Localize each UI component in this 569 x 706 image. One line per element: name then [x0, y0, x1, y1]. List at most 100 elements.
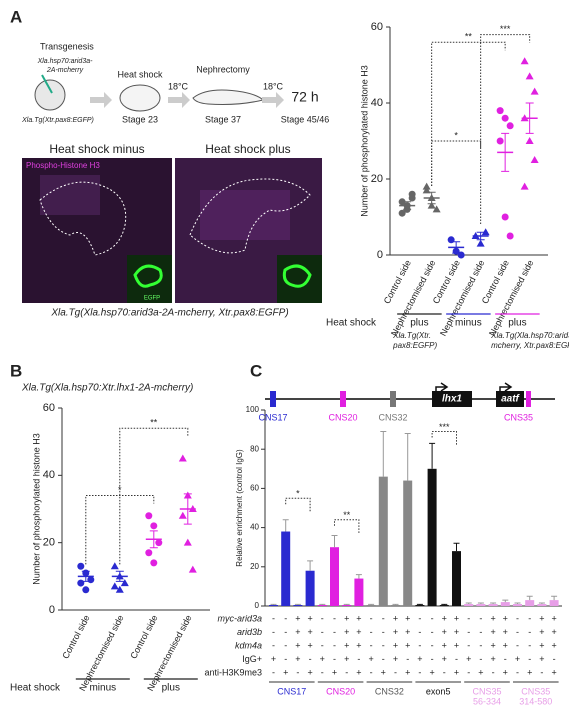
condition-sign: - [492, 667, 495, 677]
y-tick-label: 40 [250, 523, 259, 532]
y-tick-label: 0 [255, 601, 260, 610]
condition-sign: + [356, 627, 361, 637]
label: Stage 37 [205, 114, 241, 124]
condition-sign: + [393, 627, 398, 637]
condition-sign: - [418, 613, 421, 623]
data-point [150, 522, 158, 530]
sem-bar [149, 530, 158, 549]
significance-label: * [118, 485, 122, 495]
bar [500, 602, 510, 606]
condition-sign: - [455, 654, 458, 664]
condition-sign: - [431, 654, 434, 664]
condition-sign: - [333, 640, 336, 650]
significance-bracket [334, 519, 360, 534]
condition-sign: + [405, 640, 410, 650]
data-point [178, 511, 187, 519]
condition-sign: + [393, 613, 398, 623]
data-point [525, 72, 534, 80]
condition-sign: - [333, 654, 336, 664]
condition-sign: + [295, 613, 300, 623]
arrow [262, 92, 284, 108]
significance-bracket [85, 495, 155, 565]
error-bar [551, 595, 558, 601]
data-point [447, 236, 455, 244]
label: 18°C [263, 81, 284, 91]
data-point [496, 137, 504, 145]
data-point [520, 57, 529, 65]
condition-sign: + [295, 654, 300, 664]
element-box [432, 391, 472, 407]
significance-bracket [431, 41, 506, 186]
sem-bar [427, 191, 436, 205]
condition-name: IgG+ [242, 654, 262, 664]
condition-sign: + [307, 613, 312, 623]
arrow [90, 92, 112, 108]
embryo [119, 84, 161, 112]
tadpole [192, 89, 264, 105]
y-tick-label: 60 [371, 21, 383, 33]
error-bar [538, 602, 545, 605]
condition-sign: + [405, 613, 410, 623]
egfp-signal [133, 264, 163, 288]
schematic: Transgenesis Xla.hsp70:arid3a- 2A-mcherr… [21, 41, 329, 124]
condition-name: kdm4a [235, 640, 262, 650]
y-tick-label: 0 [49, 604, 55, 616]
condition-sign: + [405, 627, 410, 637]
bar [293, 605, 303, 606]
error-bar [294, 603, 301, 606]
label: 18°C [168, 81, 189, 91]
data-point [77, 579, 85, 587]
condition-sign: + [393, 654, 398, 664]
condition-sign: - [382, 640, 385, 650]
arrow [168, 92, 190, 108]
heat-shock-label: Heat shock [10, 683, 61, 694]
data-point [530, 156, 539, 163]
error-bar [270, 603, 277, 606]
condition-sign: - [431, 613, 434, 623]
element-box [340, 391, 346, 407]
condition-sign: - [467, 667, 470, 677]
condition-sign: + [527, 667, 532, 677]
y-tick-label: 60 [250, 484, 259, 493]
group-label: CNS20 [326, 686, 355, 696]
group-label: 56-334 [473, 696, 501, 706]
bar [427, 468, 437, 606]
y-tick-label: 20 [371, 173, 383, 185]
y-tick-label: 40 [43, 469, 55, 481]
condition-sign: + [503, 667, 508, 677]
y-tick-label: 100 [246, 405, 260, 414]
sem-bar [525, 102, 534, 134]
bar [415, 605, 425, 606]
significance-label: ** [343, 510, 351, 520]
condition-name: myc-arid3a [217, 613, 262, 623]
label: Heat shock [117, 69, 163, 79]
texture [40, 175, 100, 215]
element-box [270, 391, 276, 407]
y-tick-label: 80 [250, 444, 259, 453]
x-tick-label: Control side [128, 613, 159, 660]
condition-sign: - [467, 627, 470, 637]
condition-sign: + [344, 654, 349, 664]
condition-sign: + [490, 654, 495, 664]
significance-bracket [480, 34, 531, 224]
condition-sign: - [309, 654, 312, 664]
data-point [178, 454, 187, 462]
condition-sign: + [344, 640, 349, 650]
condition-sign: - [528, 613, 531, 623]
condition-sign: + [503, 613, 508, 623]
error-bar [465, 602, 472, 605]
condition-sign: - [540, 667, 543, 677]
element-box [390, 391, 396, 407]
error-bar [343, 603, 350, 606]
condition-sign: - [528, 640, 531, 650]
data-point [525, 137, 534, 144]
condition-sign: - [418, 627, 421, 637]
condition-sign: - [333, 627, 336, 637]
condition-sign: + [454, 640, 459, 650]
data-point [501, 213, 509, 221]
outline [189, 178, 311, 254]
data-point [145, 549, 153, 557]
condition-sign: - [394, 667, 397, 677]
condition-sign: - [284, 654, 287, 664]
